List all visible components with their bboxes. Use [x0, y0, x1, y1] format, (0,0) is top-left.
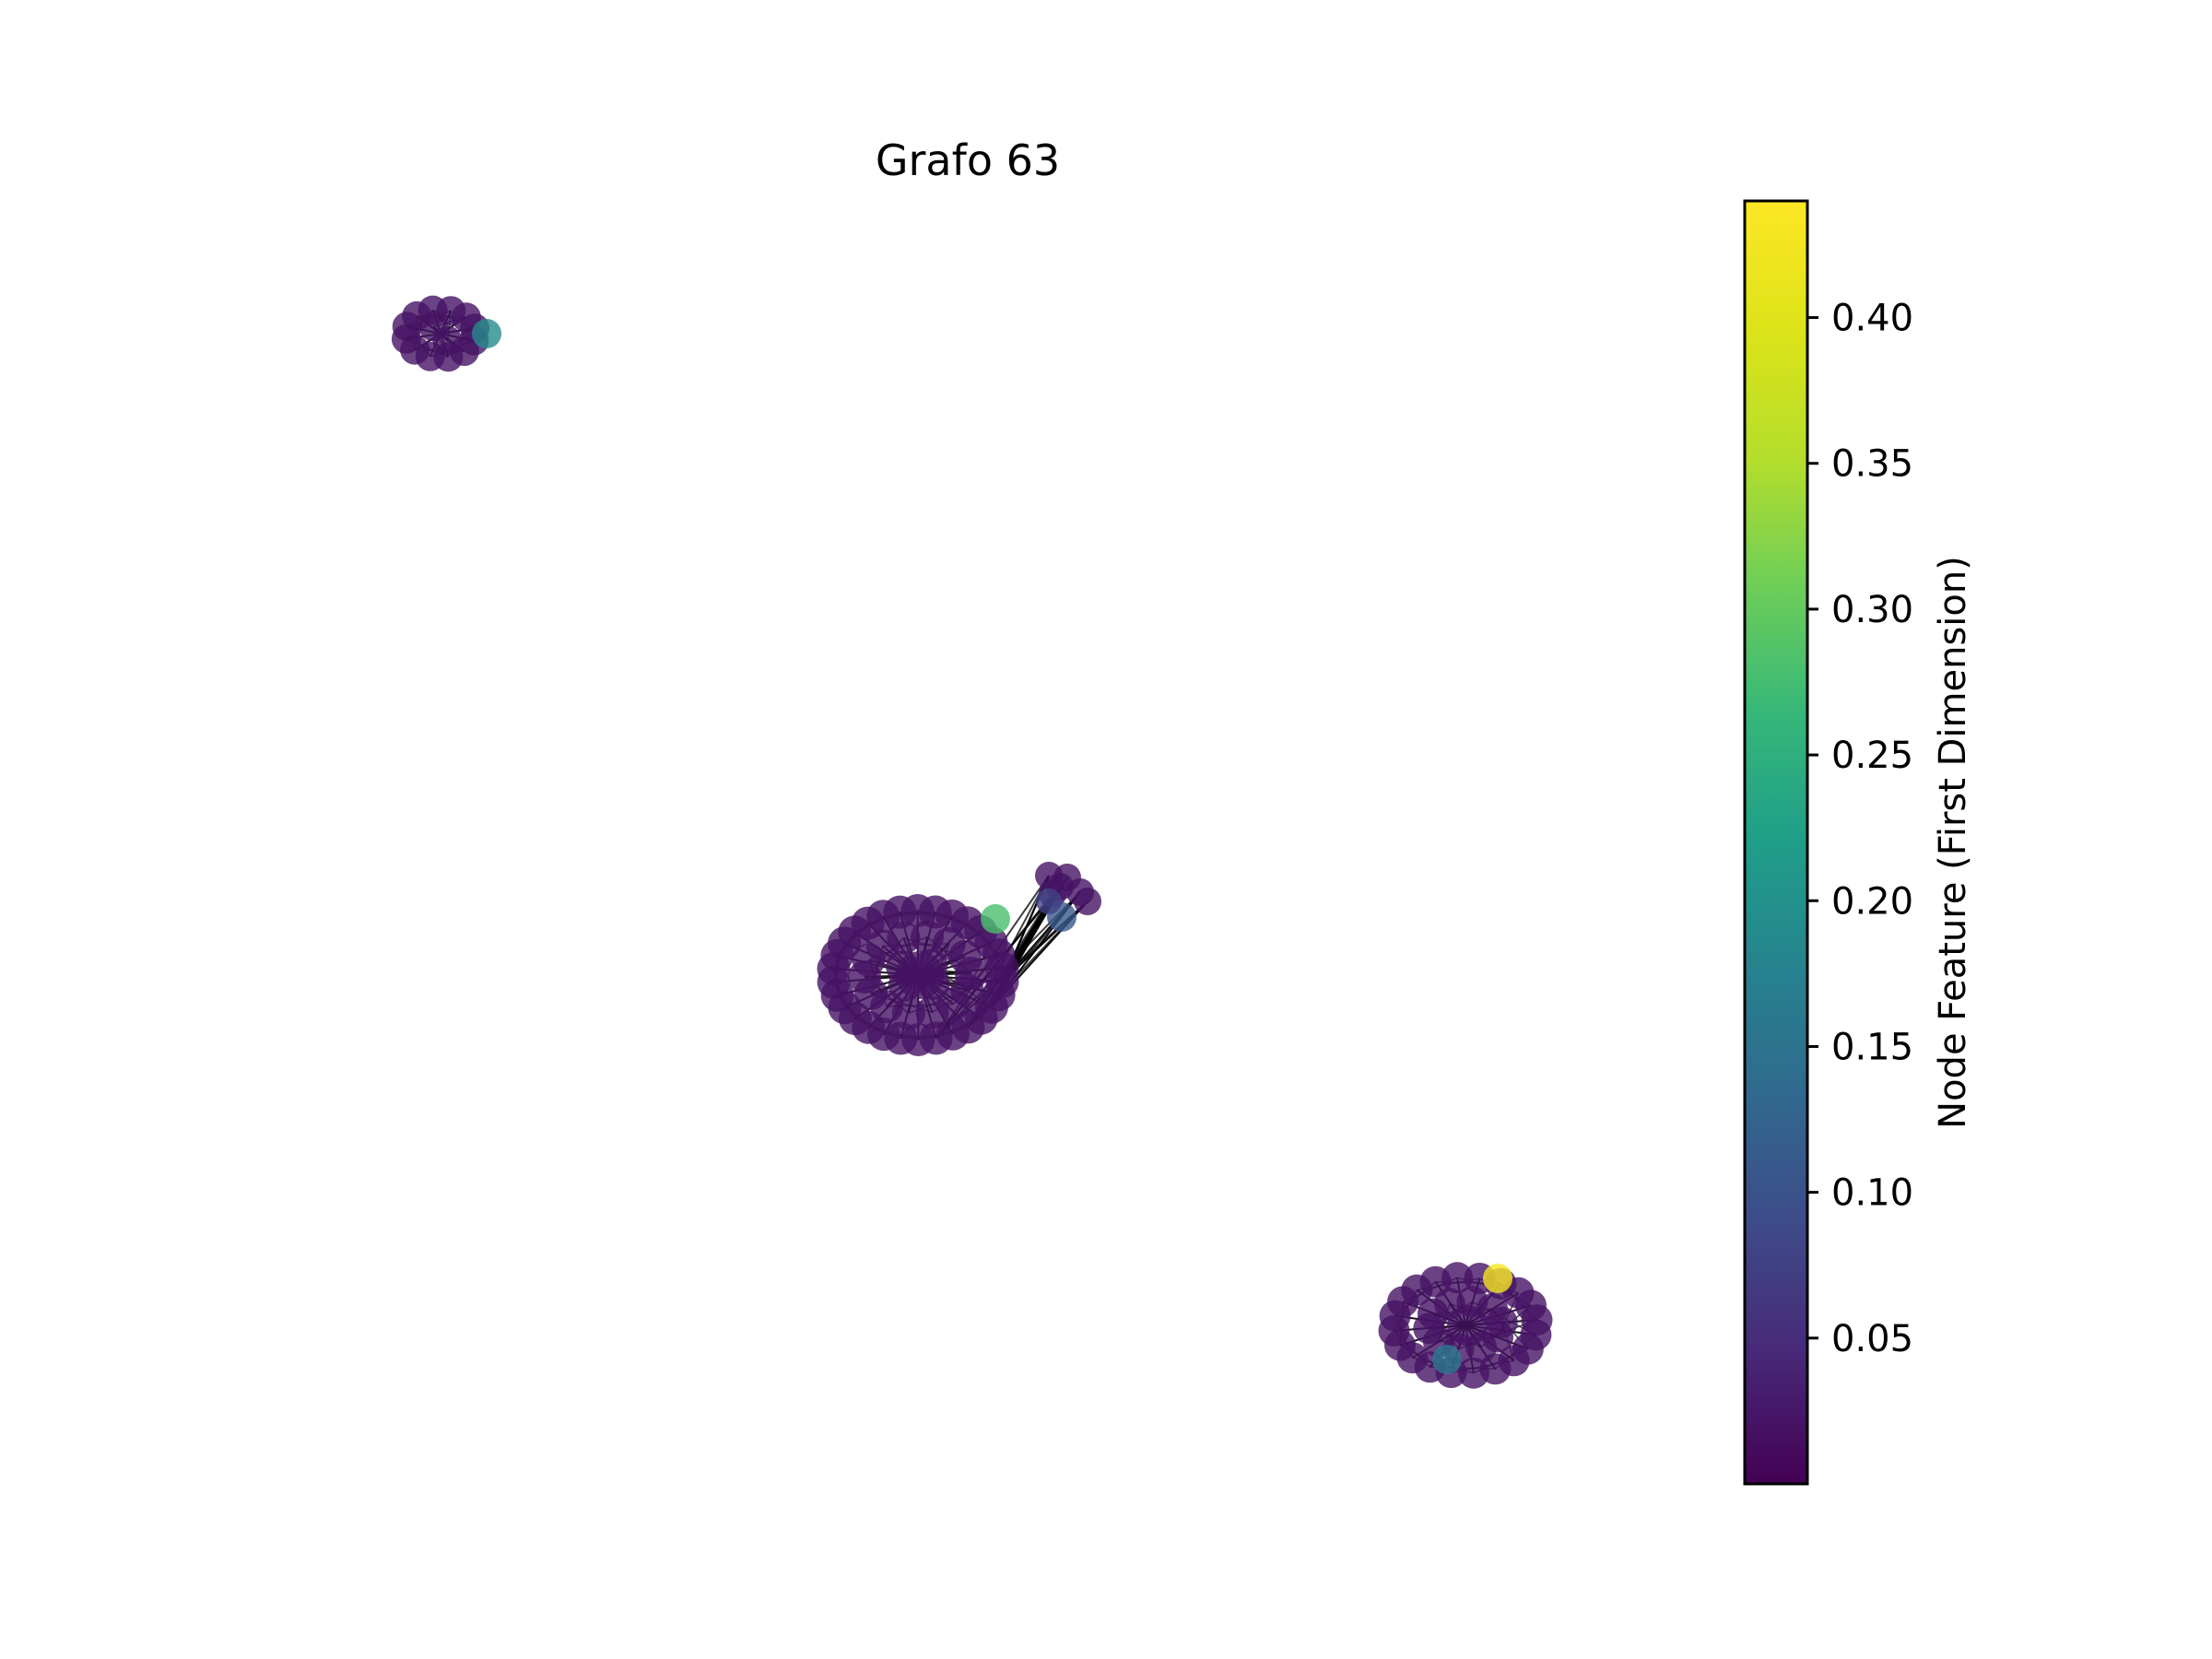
graph-node — [1432, 1345, 1462, 1374]
colorbar-tick-label: 0.05 — [1831, 1318, 1913, 1360]
colorbar: 0.05 0.10 0.15 0.20 0.25 0.30 0.35 0.40 Node Fe… — [1743, 199, 1974, 1486]
graph-node — [985, 951, 1019, 985]
colorbar-tick-label: 0.10 — [1831, 1172, 1913, 1215]
graph-nodes — [391, 295, 1553, 1389]
graph-node — [887, 921, 921, 955]
colorbar-tick-label: 0.35 — [1831, 443, 1913, 486]
graph-node — [981, 904, 1010, 934]
colorbar-label: Node Feature (First Dimension) — [1932, 556, 1974, 1129]
graph-edges — [406, 309, 1538, 1374]
figure-title: Grafo 63 — [876, 135, 1060, 185]
colorbar-gradient — [1743, 199, 1809, 1486]
graph-node — [1521, 1304, 1553, 1336]
graph-node — [1036, 888, 1062, 914]
graph-node — [1441, 1262, 1474, 1294]
colorbar-tick-label: 0.25 — [1831, 735, 1913, 777]
graph-node — [1447, 1305, 1488, 1346]
graph-node — [1457, 1357, 1489, 1389]
graph-node — [472, 319, 501, 348]
network-graph — [391, 295, 1553, 1389]
graph-node — [1483, 1264, 1512, 1293]
graph-node — [896, 951, 944, 999]
colorbar-ticks: 0.05 0.10 0.15 0.20 0.25 0.30 0.35 0.40 — [1807, 298, 1913, 1360]
colorbar-tick-label: 0.30 — [1831, 589, 1913, 631]
graph-node — [915, 995, 949, 1030]
colorbar-tick-label: 0.15 — [1831, 1026, 1913, 1068]
graph-node — [1074, 888, 1101, 915]
colorbar-tick-label: 0.20 — [1831, 880, 1913, 923]
graph-node — [1486, 1306, 1518, 1338]
colorbar-tick-label: 0.40 — [1831, 298, 1913, 340]
graph-node — [954, 957, 988, 990]
graph-node — [418, 312, 449, 342]
